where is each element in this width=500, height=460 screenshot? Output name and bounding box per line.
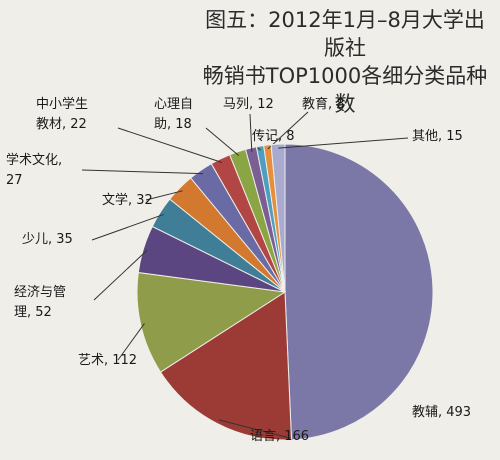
slice-label-line: 助, 18 (154, 117, 192, 132)
slice-label-line: 其他, 15 (412, 129, 463, 144)
slice-label-line: 教育, 8 (302, 96, 345, 112)
leader-line (91, 213, 164, 241)
pie-slice (136, 271, 287, 373)
slice-label-line: 理, 52 (14, 305, 52, 320)
slice-label: 语言, 166 (250, 429, 309, 444)
slice-label-line: 少儿, 35 (22, 232, 73, 247)
slice-label: 少儿, 35 (22, 232, 73, 247)
slice-label-line: 教辅, 493 (412, 404, 471, 420)
slice-label-line: 中小学生 (36, 96, 88, 112)
slice-label-line: 心理自 (154, 97, 193, 112)
leader-line (267, 111, 309, 150)
slice-label: 教辅, 493 (412, 404, 471, 420)
chart-title-line-2: 畅销书TOP1000各细分类品种数 (202, 64, 488, 116)
leader-line (218, 419, 291, 439)
leader-line (117, 323, 145, 361)
slice-label-line: 传记, 8 (252, 129, 295, 144)
leader-line (145, 190, 183, 201)
leader-line (278, 137, 409, 149)
leader-line (257, 147, 261, 151)
leader-line (205, 127, 240, 157)
slice-label-line: 学术文化, (6, 152, 62, 168)
pie-slice (159, 291, 293, 441)
slice-label: 传记, 8 (252, 129, 295, 144)
slice-label-line: 文学, 32 (102, 192, 153, 208)
slice-label: 经济与管理, 52 (14, 285, 66, 320)
slice-label-line: 艺术, 112 (78, 353, 137, 368)
slice-label-line: 语言, 166 (250, 429, 309, 444)
slice-label: 艺术, 112 (78, 353, 137, 368)
leader-line (81, 169, 203, 175)
slice-label: 马列, 12 (223, 97, 274, 112)
pie-slice (270, 143, 286, 293)
slice-label-line: 教材, 22 (36, 116, 87, 132)
leader-line (93, 249, 148, 301)
slice-label: 学术文化, 27 (6, 152, 62, 188)
chart-title: 图五：2012年1月–8月大学出版社 畅销书TOP1000各细分类品种数 (200, 6, 490, 118)
slice-label: 中小学生教材, 22 (36, 96, 88, 132)
slice-label: 教育, 8 (302, 96, 345, 112)
chart-title-line-1: 图五：2012年1月–8月大学出版社 (205, 8, 485, 60)
slice-label-line: 马列, 12 (223, 97, 274, 112)
slice-label: 心理自助, 18 (154, 97, 193, 132)
leader-line (249, 113, 253, 152)
slice-label: 文学, 32 (102, 192, 153, 208)
slice-label: 其他, 15 (412, 129, 463, 144)
slice-label-line: 27 (6, 173, 23, 188)
slice-label-line: 经济与管 (14, 285, 66, 300)
leader-line (117, 127, 223, 163)
pie-slice (284, 143, 434, 441)
